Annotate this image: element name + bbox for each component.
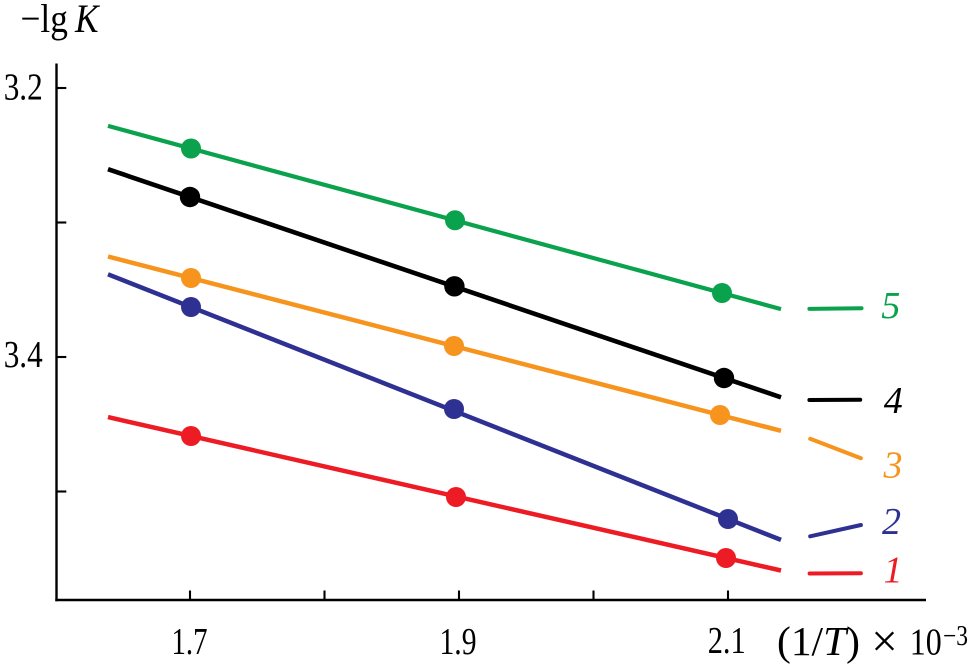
svg-text:4: 4 — [884, 380, 903, 422]
svg-text:1.9: 1.9 — [440, 621, 477, 663]
svg-text:2: 2 — [882, 501, 901, 543]
svg-text:1.7: 1.7 — [172, 621, 208, 663]
svg-text:−lg K: −lg K — [21, 0, 101, 41]
svg-text:−3: −3 — [943, 621, 968, 652]
svg-text:10: 10 — [910, 621, 942, 663]
svg-text:(1/T): (1/T) — [777, 618, 860, 665]
svg-text:5: 5 — [881, 285, 900, 327]
svg-text:3.4: 3.4 — [4, 334, 43, 376]
svg-text:3.2: 3.2 — [4, 66, 43, 108]
svg-text:×: × — [871, 615, 898, 667]
svg-text:1: 1 — [884, 550, 903, 592]
svg-text:3: 3 — [883, 444, 903, 486]
svg-text:2.1: 2.1 — [708, 620, 746, 662]
